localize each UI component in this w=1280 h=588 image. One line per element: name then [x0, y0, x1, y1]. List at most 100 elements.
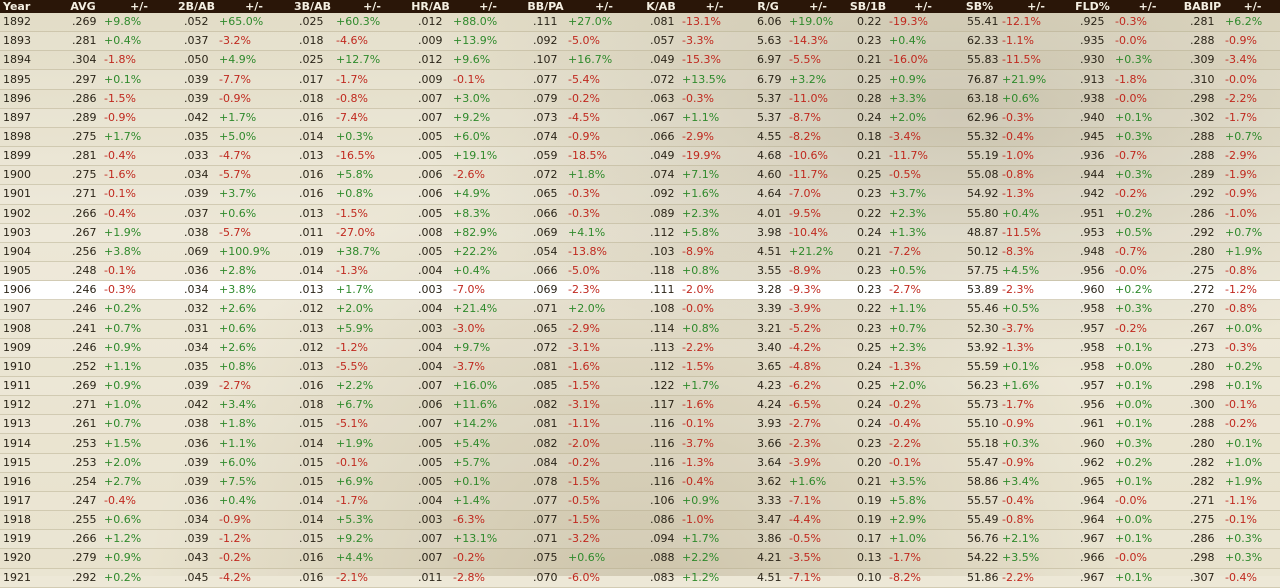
- table-row[interactable]: 1901.271 -0.1% .039 +3.7% .016 +0.8% .006 +4.9%…: [0, 184, 1280, 205]
- change-cell: +3.3%: [889, 89, 957, 109]
- table-row[interactable]: 1918.255 +0.6% .034 -0.9% .014 +5.3% .003 -6.3%…: [0, 510, 1280, 531]
- table-row[interactable]: 1920.279 +0.9% .043 -0.2% .016 +4.4% .007 -0.2%…: [0, 548, 1280, 569]
- table-row[interactable]: 1911.269 +0.9% .039 -2.7% .016 +2.2% .007 +16.0…: [0, 376, 1280, 397]
- table-row[interactable]: 1893.281 +0.4% .037 -3.2% .018 -4.6% .009 +13.9…: [0, 31, 1280, 52]
- stat-cell: .281: [1180, 13, 1225, 33]
- table-row[interactable]: 1914.253 +1.5% .036 +1.1% .014 +1.9% .005 +5.4%…: [0, 433, 1280, 454]
- column-header-avg[interactable]: AVG: [70, 0, 96, 13]
- change-cell: -4.5%: [568, 108, 640, 128]
- column-header-sb-[interactable]: SB%: [965, 0, 994, 13]
- column-header-change[interactable]: +/-: [914, 0, 932, 13]
- table-row[interactable]: 1892.269 +9.8% .052 +65.0% .025 +60.3% .012 +88…: [0, 13, 1280, 33]
- change-cell: +0.5%: [1002, 299, 1070, 320]
- change-cell: -0.2%: [453, 548, 523, 569]
- column-header-bb-pa[interactable]: BB/PA: [527, 0, 564, 13]
- column-header-change[interactable]: +/-: [363, 0, 381, 13]
- change-cell: +1.6%: [682, 184, 747, 205]
- change-cell: -3.1%: [568, 395, 640, 416]
- year-cell: 1894: [0, 50, 62, 71]
- column-header-r-g[interactable]: R/G: [757, 0, 779, 13]
- change-cell: -2.9%: [1225, 146, 1280, 167]
- column-header-change[interactable]: +/-: [1027, 0, 1045, 13]
- change-cell: -15.3%: [682, 50, 747, 71]
- column-header-2b-ab[interactable]: 2B/AB: [178, 0, 215, 13]
- change-cell: +1.7%: [336, 280, 408, 301]
- table-row[interactable]: 1897.289 -0.9% .042 +1.7% .016 -7.4% .007 +9.2%…: [0, 108, 1280, 128]
- change-cell: -5.2%: [789, 319, 847, 339]
- table-row[interactable]: 1908.241 +0.7% .031 +0.6% .013 +5.9% .003 -3.0%…: [0, 319, 1280, 339]
- stat-cell: 3.39: [747, 299, 789, 320]
- column-header-change[interactable]: +/-: [1138, 0, 1157, 13]
- change-cell: +13.1%: [453, 529, 523, 550]
- stat-cell: .014: [289, 127, 336, 148]
- stat-cell: .014: [289, 491, 336, 512]
- change-cell: -1.5%: [568, 510, 640, 531]
- column-header-3b-ab[interactable]: 3B/AB: [294, 0, 331, 13]
- stat-cell: 53.89: [957, 280, 1002, 301]
- change-cell: +13.9%: [453, 31, 523, 52]
- table-row[interactable]: 1919.266 +1.2% .039 -1.2% .015 +9.2% .007 +13.1…: [0, 529, 1280, 550]
- table-row[interactable]: 1899.281 -0.4% .033 -4.7% .013 -16.5% .005 +19.…: [0, 146, 1280, 167]
- stat-cell: .011: [408, 568, 453, 588]
- change-cell: -1.7%: [336, 69, 408, 90]
- table-row[interactable]: 1905.248 -0.1% .036 +2.8% .014 -1.3% .004 +0.4%…: [0, 261, 1280, 282]
- column-header-change[interactable]: +/-: [595, 0, 613, 13]
- table-row[interactable]: 1896.286 -1.5% .039 -0.9% .018 -0.8% .007 +3.0%…: [0, 89, 1280, 109]
- stat-cell: .964: [1070, 510, 1115, 531]
- table-row-selected[interactable]: 1906.246 -0.3% .034 +3.8% .013 +1.7% .003 -7.0%…: [0, 280, 1280, 301]
- table-row[interactable]: 1917.247 -0.4% .036 +0.4% .014 -1.7% .004 +1.4%…: [0, 491, 1280, 512]
- change-cell: -2.7%: [889, 280, 957, 301]
- change-cell: -11.7%: [789, 165, 847, 186]
- table-row[interactable]: 1902.266 -0.4% .037 +0.6% .013 -1.5% .005 +8.3%…: [0, 204, 1280, 224]
- stat-cell: .037: [174, 31, 219, 52]
- column-header-year[interactable]: Year: [3, 0, 31, 13]
- change-cell: +21.2%: [789, 242, 847, 263]
- change-cell: -0.1%: [889, 453, 957, 473]
- column-header-change[interactable]: +/-: [809, 0, 827, 13]
- table-row[interactable]: 1895.297 +0.1% .039 -7.7% .017 -1.7% .009 -0.1%…: [0, 69, 1280, 90]
- table-row[interactable]: 1909.246 +0.9% .034 +2.6% .012 -1.2% .004 +9.7%…: [0, 338, 1280, 358]
- year-cell: 1896: [0, 89, 62, 109]
- column-header-change[interactable]: +/-: [130, 0, 148, 13]
- stat-cell: .013: [289, 146, 336, 167]
- stat-cell: 3.98: [747, 223, 789, 243]
- column-header-change[interactable]: +/-: [245, 0, 263, 13]
- table-row[interactable]: 1894.304 -1.8% .050 +4.9% .025 +12.7% .012 +9.6…: [0, 50, 1280, 71]
- change-cell: -6.3%: [453, 510, 523, 531]
- stat-cell: .292: [1180, 184, 1225, 205]
- table-row[interactable]: 1910.252 +1.1% .035 +0.8% .013 -5.5% .004 -3.7%…: [0, 357, 1280, 377]
- table-row[interactable]: 1900.275 -1.6% .034 -5.7% .016 +5.8% .006 -2.6%…: [0, 165, 1280, 186]
- stat-cell: .956: [1070, 395, 1115, 416]
- stat-cell: .072: [640, 69, 682, 90]
- stat-cell: 3.28: [747, 280, 789, 301]
- column-header-fld-[interactable]: FLD%: [1075, 0, 1110, 13]
- stat-cell: 6.97: [747, 50, 789, 71]
- table-row[interactable]: 1904.256 +3.8% .069 +100.9% .019 +38.7% .005 +2…: [0, 242, 1280, 263]
- change-cell: -4.4%: [789, 510, 847, 531]
- year-cell: 1898: [0, 127, 62, 148]
- column-header-sb-1b[interactable]: SB/1B: [849, 0, 887, 13]
- table-row[interactable]: 1903.267 +1.9% .038 -5.7% .011 -27.0% .008 +82.…: [0, 223, 1280, 243]
- stat-cell: 0.22: [847, 204, 889, 224]
- column-header-change[interactable]: +/-: [705, 0, 724, 13]
- column-header-change[interactable]: +/-: [479, 0, 497, 13]
- change-cell: +1.6%: [1002, 376, 1070, 397]
- column-header-k-ab[interactable]: K/AB: [646, 0, 676, 13]
- table-row[interactable]: 1912.271 +1.0% .042 +3.4% .018 +6.7% .006 +11.6…: [0, 395, 1280, 416]
- column-header-change[interactable]: +/-: [1243, 0, 1262, 13]
- column-header-hr-ab[interactable]: HR/AB: [411, 0, 450, 13]
- stat-cell: .081: [523, 357, 568, 377]
- stat-cell: .252: [62, 357, 104, 377]
- change-cell: -0.2%: [568, 453, 640, 473]
- table-row[interactable]: 1921.292 +0.2% .045 -4.2% .016 -2.1% .011 -2.8%…: [0, 568, 1280, 588]
- change-cell: -0.8%: [1225, 261, 1280, 282]
- table-row[interactable]: 1907.246 +0.2% .032 +2.6% .012 +2.0% .004 +21.4…: [0, 299, 1280, 320]
- table-row[interactable]: 1898.275 +1.7% .035 +5.0% .014 +0.3% .005 +6.0%…: [0, 127, 1280, 148]
- stat-cell: 0.25: [847, 338, 889, 358]
- table-row[interactable]: 1916.254 +2.7% .039 +7.5% .015 +6.9% .005 +0.1%…: [0, 472, 1280, 492]
- change-cell: -0.1%: [104, 261, 174, 282]
- column-header-babip[interactable]: BABIP: [1183, 0, 1222, 13]
- stat-cell: .078: [523, 472, 568, 492]
- table-row[interactable]: 1913.261 +0.7% .038 +1.8% .015 -5.1% .007 +14.2…: [0, 414, 1280, 435]
- table-row[interactable]: 1915.253 +2.0% .039 +6.0% .015 -0.1% .005 +5.7%…: [0, 453, 1280, 473]
